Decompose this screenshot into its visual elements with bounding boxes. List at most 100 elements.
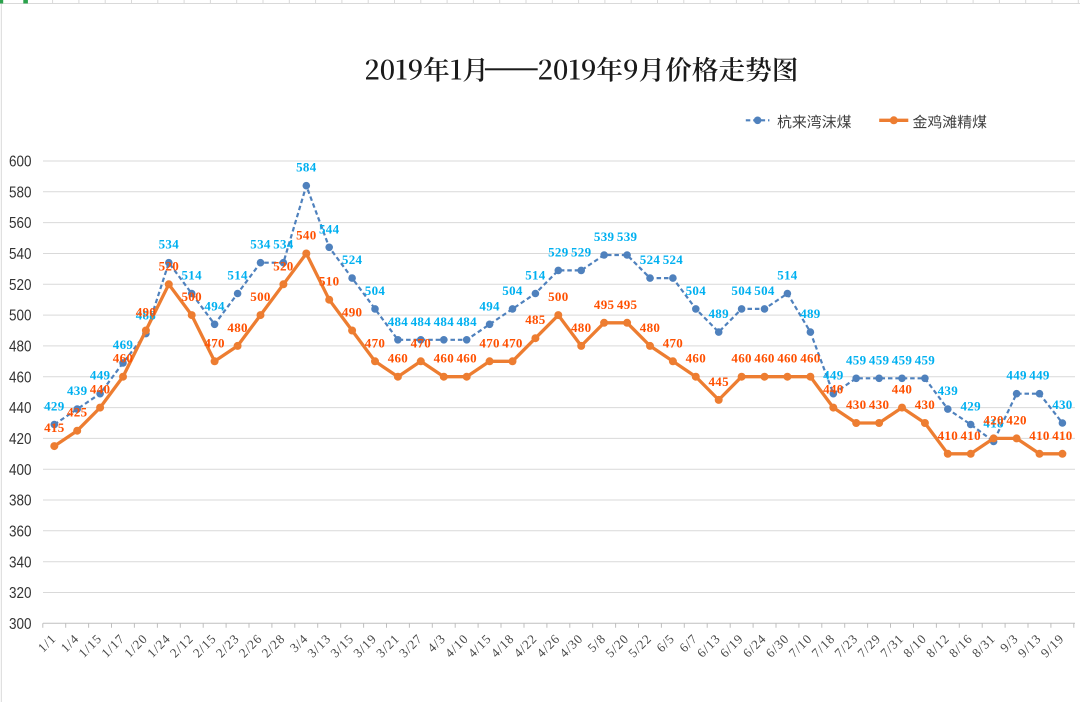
- svg-text:520: 520: [9, 277, 32, 294]
- svg-text:484: 484: [411, 314, 432, 329]
- svg-text:504: 504: [731, 283, 752, 298]
- svg-text:524: 524: [640, 252, 661, 267]
- svg-text:510: 510: [319, 274, 339, 289]
- svg-text:439: 439: [938, 383, 959, 398]
- svg-text:460: 460: [9, 369, 32, 386]
- svg-text:514: 514: [525, 268, 546, 283]
- svg-text:514: 514: [227, 268, 248, 283]
- svg-text:484: 484: [456, 314, 477, 329]
- svg-text:584: 584: [296, 160, 317, 175]
- svg-text:460: 460: [113, 351, 133, 366]
- svg-text:429: 429: [960, 399, 981, 414]
- svg-text:500: 500: [9, 308, 32, 325]
- svg-text:529: 529: [548, 244, 569, 259]
- svg-text:449: 449: [1006, 368, 1027, 383]
- svg-text:524: 524: [342, 252, 363, 267]
- svg-text:500: 500: [548, 289, 568, 304]
- svg-text:500: 500: [181, 289, 201, 304]
- svg-text:470: 470: [479, 335, 499, 350]
- svg-text:440: 440: [90, 382, 110, 397]
- svg-text:470: 470: [502, 335, 522, 350]
- svg-text:459: 459: [892, 352, 913, 367]
- svg-text:460: 460: [434, 351, 454, 366]
- svg-text:420: 420: [983, 412, 1003, 427]
- svg-text:440: 440: [823, 382, 843, 397]
- svg-text:480: 480: [640, 320, 660, 335]
- svg-text:520: 520: [159, 258, 179, 273]
- svg-text:504: 504: [502, 283, 523, 298]
- svg-text:494: 494: [479, 298, 500, 313]
- svg-text:460: 460: [686, 351, 706, 366]
- svg-text:449: 449: [90, 368, 111, 383]
- svg-text:430: 430: [869, 397, 889, 412]
- svg-text:600: 600: [9, 154, 32, 171]
- svg-text:534: 534: [159, 237, 180, 252]
- svg-text:340: 340: [9, 554, 32, 571]
- svg-text:440: 440: [9, 400, 32, 417]
- svg-text:480: 480: [9, 339, 32, 356]
- svg-text:470: 470: [411, 335, 431, 350]
- svg-text:470: 470: [365, 335, 385, 350]
- svg-text:420: 420: [1006, 412, 1026, 427]
- svg-text:539: 539: [617, 229, 638, 244]
- svg-text:469: 469: [113, 337, 134, 352]
- svg-text:460: 460: [456, 351, 476, 366]
- svg-text:470: 470: [204, 335, 224, 350]
- svg-text:360: 360: [9, 523, 32, 540]
- svg-text:534: 534: [273, 237, 294, 252]
- svg-text:560: 560: [9, 215, 32, 232]
- svg-text:460: 460: [754, 351, 774, 366]
- svg-text:490: 490: [136, 305, 156, 320]
- svg-text:504: 504: [754, 283, 775, 298]
- svg-text:520: 520: [273, 258, 293, 273]
- svg-text:504: 504: [365, 283, 386, 298]
- svg-text:529: 529: [571, 244, 592, 259]
- svg-text:459: 459: [869, 352, 890, 367]
- svg-text:580: 580: [9, 184, 32, 201]
- svg-text:460: 460: [731, 351, 751, 366]
- svg-text:514: 514: [181, 268, 202, 283]
- svg-text:415: 415: [44, 420, 65, 435]
- svg-text:459: 459: [846, 352, 867, 367]
- svg-text:544: 544: [319, 221, 340, 236]
- svg-text:425: 425: [67, 405, 88, 420]
- svg-text:494: 494: [204, 298, 225, 313]
- svg-text:429: 429: [44, 399, 65, 414]
- svg-text:300: 300: [9, 616, 32, 633]
- svg-text:430: 430: [846, 397, 866, 412]
- svg-text:439: 439: [67, 383, 88, 398]
- svg-text:504: 504: [686, 283, 707, 298]
- svg-text:410: 410: [1029, 428, 1049, 443]
- svg-text:484: 484: [434, 314, 455, 329]
- svg-text:489: 489: [708, 306, 729, 321]
- svg-text:524: 524: [663, 252, 684, 267]
- svg-text:540: 540: [296, 228, 316, 243]
- svg-text:480: 480: [571, 320, 591, 335]
- svg-text:489: 489: [800, 306, 821, 321]
- svg-text:490: 490: [342, 305, 362, 320]
- svg-text:514: 514: [777, 268, 798, 283]
- svg-text:495: 495: [617, 297, 638, 312]
- svg-text:470: 470: [663, 335, 683, 350]
- svg-text:460: 460: [800, 351, 820, 366]
- svg-text:460: 460: [777, 351, 797, 366]
- svg-text:380: 380: [9, 493, 32, 510]
- svg-text:460: 460: [388, 351, 408, 366]
- svg-text:488: 488: [136, 308, 157, 323]
- svg-text:420: 420: [9, 431, 32, 448]
- svg-text:418: 418: [983, 416, 1004, 431]
- svg-text:500: 500: [250, 289, 270, 304]
- svg-text:540: 540: [9, 246, 32, 263]
- svg-text:449: 449: [823, 368, 844, 383]
- svg-text:534: 534: [250, 237, 271, 252]
- svg-text:320: 320: [9, 585, 32, 602]
- svg-text:480: 480: [227, 320, 247, 335]
- svg-text:410: 410: [960, 428, 980, 443]
- svg-text:410: 410: [1052, 428, 1072, 443]
- svg-text:430: 430: [915, 397, 935, 412]
- svg-text:440: 440: [892, 382, 912, 397]
- svg-text:495: 495: [594, 297, 615, 312]
- svg-text:539: 539: [594, 229, 615, 244]
- svg-text:430: 430: [1052, 397, 1072, 412]
- svg-text:445: 445: [708, 374, 729, 389]
